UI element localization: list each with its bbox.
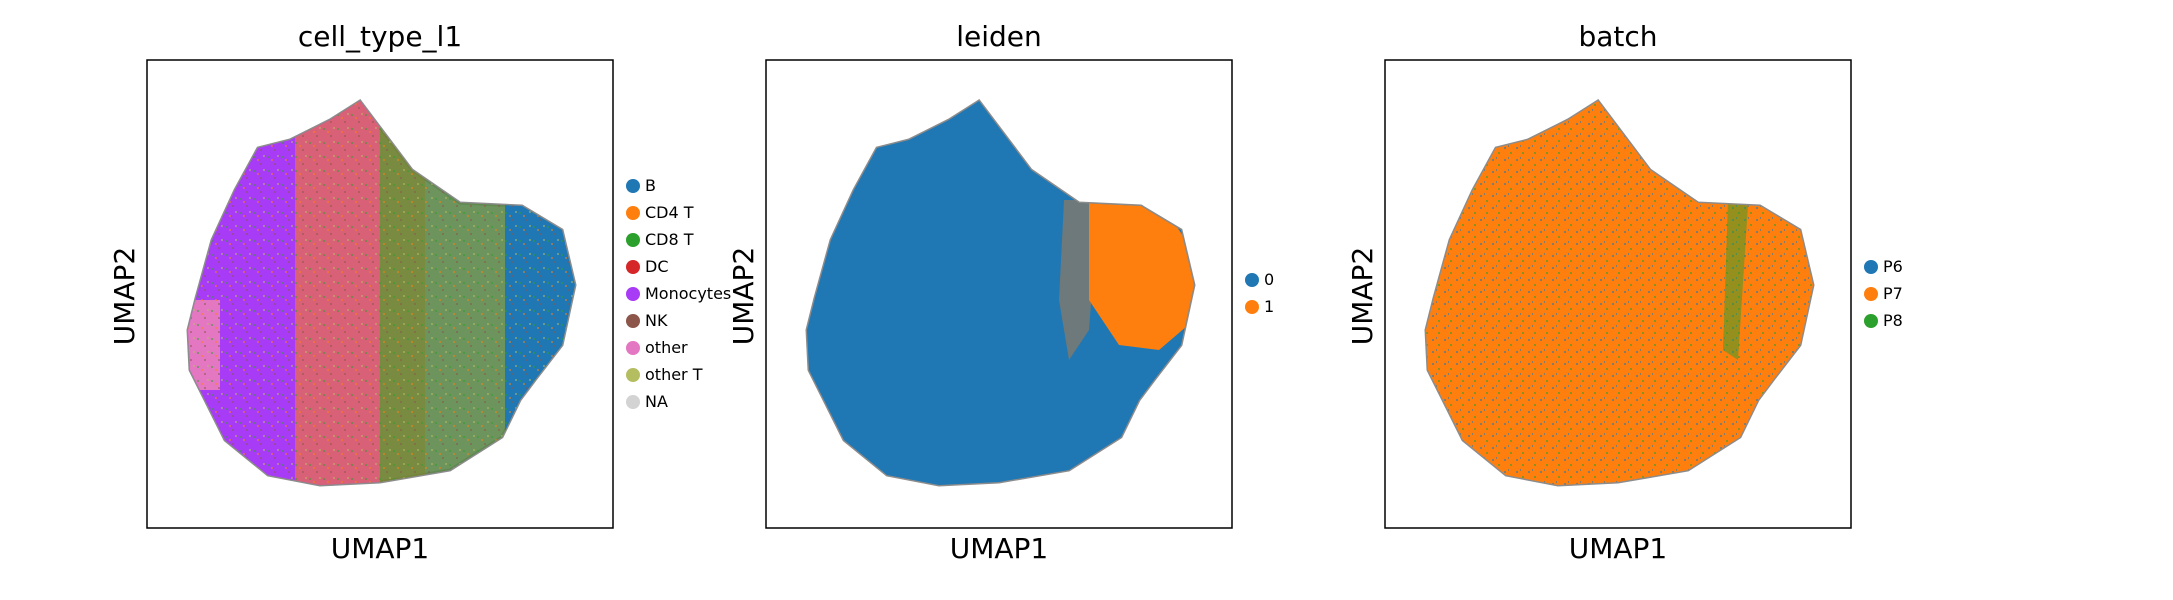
panel-title: leiden <box>956 20 1042 53</box>
legend-marker <box>1864 314 1878 328</box>
y-axis-label: UMAP2 <box>1346 247 1379 346</box>
x-axis-label: UMAP1 <box>950 532 1049 565</box>
legend-marker <box>626 395 640 409</box>
legend-label: P6 <box>1883 257 1903 276</box>
legend-marker <box>626 314 640 328</box>
panel-title: cell_type_l1 <box>298 20 462 53</box>
panel-cell-type: cell_type_l1 UMAP1 UMAP2 B CD4 T CD8 T <box>108 20 731 565</box>
panel-batch: batch UMAP1 UMAP2 P6 P7 P8 <box>1346 20 1903 565</box>
legend-marker <box>1864 260 1878 274</box>
legend-label: 1 <box>1264 297 1274 316</box>
legend-label: NK <box>645 311 668 330</box>
legend-marker <box>626 260 640 274</box>
plot-frame <box>146 59 614 529</box>
panel-leiden: leiden UMAP1 UMAP2 0 1 <box>727 20 1274 565</box>
legend-marker <box>626 287 640 301</box>
legend-label: B <box>645 176 656 195</box>
legend-label: CD8 T <box>645 230 694 249</box>
legend-label: NA <box>645 392 668 411</box>
legend-marker <box>1245 273 1259 287</box>
legend-label: DC <box>645 257 669 276</box>
x-axis-label: UMAP1 <box>331 532 430 565</box>
legend-label: other T <box>645 365 703 384</box>
legend-label: other <box>645 338 688 357</box>
panel-title: batch <box>1578 20 1657 53</box>
legend: P6 P7 P8 <box>1864 257 1903 330</box>
y-axis-label: UMAP2 <box>727 247 760 346</box>
y-axis-label: UMAP2 <box>108 247 141 346</box>
legend: B CD4 T CD8 T DC Monocytes NK other othe… <box>626 176 731 411</box>
legend-label: CD4 T <box>645 203 694 222</box>
umap-cloud <box>186 98 577 487</box>
legend-marker <box>626 368 640 382</box>
legend-marker <box>626 341 640 355</box>
plot-frame <box>1384 59 1852 529</box>
legend-marker <box>626 179 640 193</box>
x-axis-label: UMAP1 <box>1569 532 1668 565</box>
legend-label: P7 <box>1883 284 1903 303</box>
legend-label: 0 <box>1264 270 1274 289</box>
legend-label: Monocytes <box>645 284 731 303</box>
umap-cloud <box>805 98 1196 487</box>
legend-marker <box>1864 287 1878 301</box>
plot-frame <box>765 59 1233 529</box>
legend-marker <box>1245 300 1259 314</box>
umap-cloud <box>1424 98 1815 487</box>
legend-marker <box>626 206 640 220</box>
legend: 0 1 <box>1245 270 1274 316</box>
legend-marker <box>626 233 640 247</box>
legend-label: P8 <box>1883 311 1903 330</box>
